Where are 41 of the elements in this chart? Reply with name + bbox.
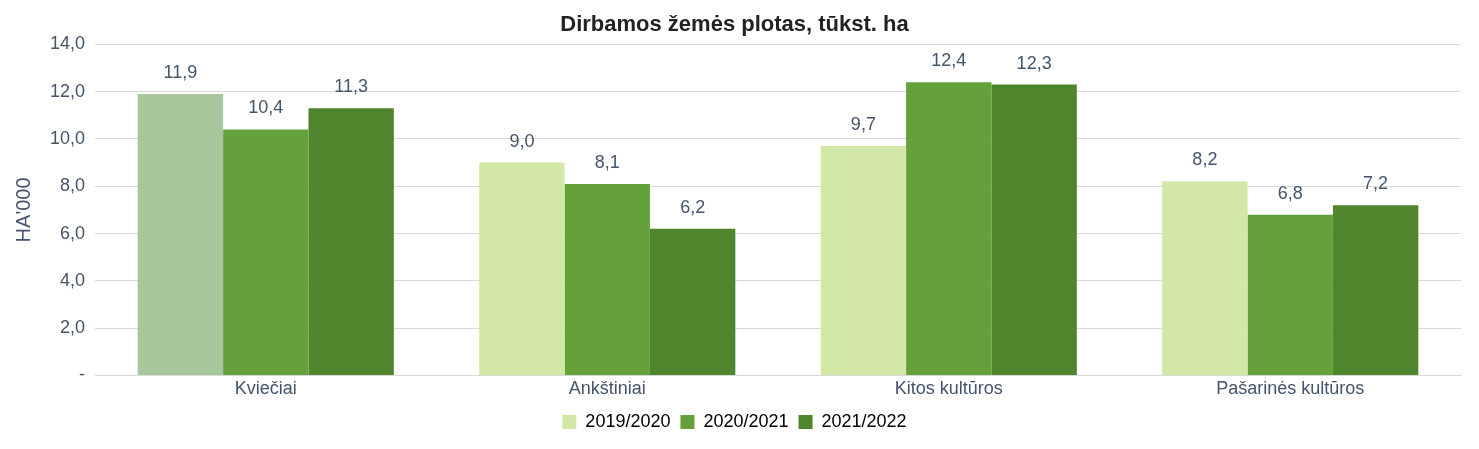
y-tick-label: 8,0 (60, 175, 86, 196)
bar (479, 162, 565, 375)
data-label: 10,4 (248, 97, 284, 118)
bar (1332, 205, 1419, 375)
x-tick-label: Pašarinės kultūros (1216, 378, 1365, 399)
bar (906, 82, 992, 375)
x-tick-label: Ankštiniai (568, 378, 646, 399)
y-tick-label: 10,0 (49, 127, 86, 148)
y-tick-label: 14,0 (49, 33, 86, 54)
bar (308, 108, 394, 375)
data-label: 8,2 (1192, 149, 1218, 170)
data-label: 11,3 (334, 76, 368, 97)
y-tick-label: 6,0 (60, 222, 86, 243)
legend-label: 2020/2021 (703, 410, 789, 431)
data-label: 12,3 (1016, 52, 1052, 73)
bar (991, 84, 1077, 375)
y-tick-label: 12,0 (49, 80, 86, 101)
data-label: 6,8 (1277, 182, 1303, 203)
y-tick-label: - (79, 364, 86, 385)
x-tick-label: Kitos kultūros (894, 378, 1003, 399)
bar (649, 228, 736, 375)
data-label: 6,2 (680, 196, 706, 217)
legend-label: 2019/2020 (585, 410, 671, 431)
x-tick-label: Kviečiai (234, 378, 297, 399)
data-label: 8,1 (594, 151, 620, 172)
bar (1247, 214, 1333, 375)
bar (223, 129, 309, 375)
bar (820, 146, 907, 375)
bar (1162, 181, 1248, 375)
y-axis-title: HA'000 (11, 177, 34, 243)
data-label: 7,2 (1363, 173, 1389, 194)
data-label: 9,7 (850, 114, 876, 135)
data-label: 11,9 (163, 62, 198, 83)
data-label: 9,0 (509, 130, 535, 151)
bar (137, 94, 224, 375)
bar (564, 183, 650, 375)
y-tick-label: 4,0 (60, 269, 86, 290)
data-label: 12,4 (931, 50, 967, 71)
legend-label: 2021/2022 (821, 410, 907, 431)
chart-title: Dirbamos žemės plotas, tūkst. ha (560, 11, 910, 37)
y-tick-label: 2,0 (60, 317, 86, 338)
